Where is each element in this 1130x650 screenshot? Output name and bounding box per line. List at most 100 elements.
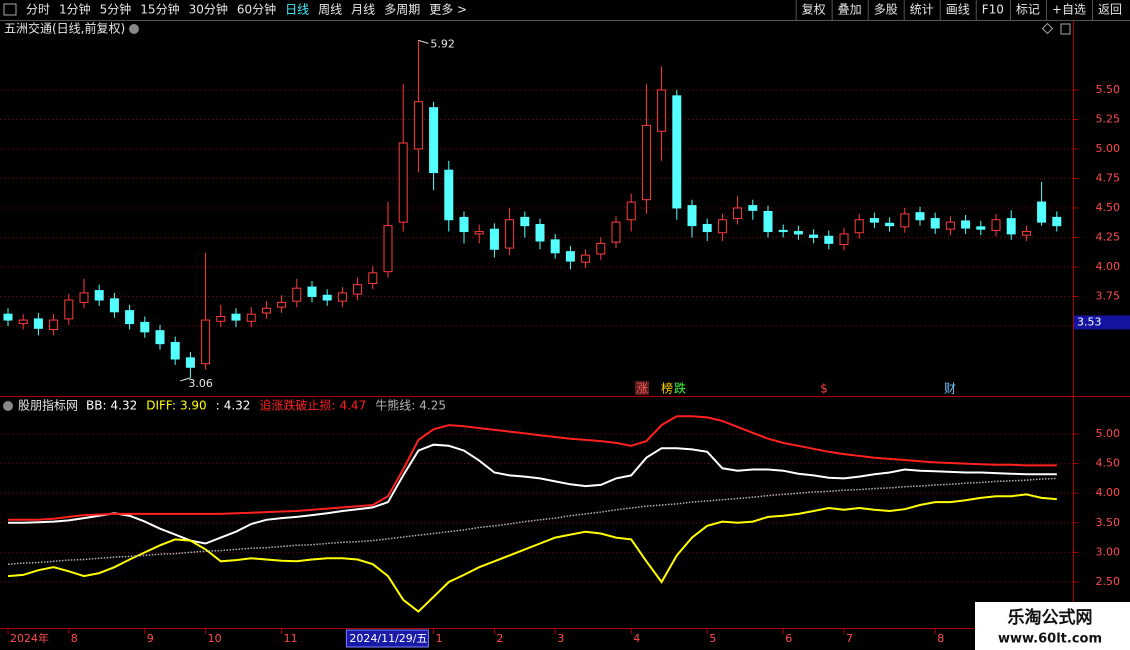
menu-icon[interactable] [3, 3, 17, 16]
candle-body [550, 239, 560, 254]
y-tick-label: 3.00 [1096, 545, 1121, 558]
x-tick-label: 7 [846, 632, 853, 645]
toolbar-tab[interactable]: 30分钟 [189, 2, 228, 17]
candle-body [854, 219, 864, 234]
toolbar-button[interactable]: F10 [982, 3, 1004, 17]
toolbar-tab[interactable]: 周线 [318, 3, 342, 17]
indicator-title: 股朋指标网 [18, 398, 78, 413]
cursor-date-box [345, 629, 429, 648]
y-tick-label: 5.00 [1096, 427, 1121, 440]
candle-body [368, 272, 378, 284]
y-tick-label: 2.50 [1096, 575, 1121, 588]
candle-body [596, 242, 606, 255]
x-tick-label: 10 [208, 632, 222, 645]
toolbar-tab[interactable]: 5分钟 [100, 2, 132, 17]
y-tick-label: 4.75 [1096, 171, 1121, 184]
indicator-menu-icon[interactable] [3, 401, 13, 411]
candle-body [489, 228, 499, 250]
event-badge[interactable]: $ [820, 382, 828, 396]
indicator-line [8, 415, 1057, 521]
candle-body [216, 316, 226, 322]
x-tick-label: 5 [709, 632, 716, 645]
candle-body [170, 341, 180, 360]
candle-body [459, 216, 469, 233]
candle-body [945, 221, 955, 230]
high-pointer [418, 39, 429, 44]
candle-body [33, 318, 43, 329]
candle-body [672, 95, 682, 209]
event-badge[interactable]: 财 [944, 382, 956, 396]
candle-body [687, 205, 697, 227]
x-tick-label: 9 [147, 632, 154, 645]
toolbar-tab[interactable]: 分时 [26, 3, 50, 17]
candle-body [185, 357, 195, 368]
candle-body [261, 307, 271, 314]
candle-body [94, 290, 104, 301]
y-tick-label: 4.00 [1096, 260, 1121, 273]
indicator-line [7, 477, 1057, 565]
candle-body [398, 142, 408, 223]
toolbar-tab[interactable]: 月线 [351, 3, 375, 17]
toolbar-tab[interactable]: 多周期 [384, 3, 420, 17]
indicator-line [8, 443, 1057, 545]
toolbar-button[interactable]: 画线 [946, 3, 970, 17]
toolbar-button[interactable]: 标记 [1016, 3, 1040, 17]
candle-body [413, 101, 423, 150]
low-pointer [180, 377, 191, 382]
candle-body [778, 229, 788, 233]
title-menu-icon[interactable] [129, 24, 139, 34]
candle-body [565, 251, 575, 262]
toolbar-button[interactable]: 统计 [910, 3, 934, 17]
toolbar-tab[interactable]: 1分钟 [59, 2, 91, 17]
y-tick-label: 3.75 [1096, 289, 1121, 302]
candle-body [535, 223, 545, 242]
toolbar-button[interactable]: 返回 [1098, 3, 1122, 17]
candle-body [231, 313, 241, 321]
diamond-icon[interactable] [1041, 22, 1054, 35]
toolbar-tab[interactable]: 日线 [285, 3, 309, 17]
x-tick-label: 8 [71, 632, 78, 645]
candle-body [611, 221, 621, 243]
candle-body [1006, 218, 1016, 235]
legend-name: BB: [86, 399, 107, 413]
candle-body [505, 219, 515, 249]
candle-body [1037, 201, 1047, 223]
toolbar-button[interactable]: 多股 [874, 3, 898, 17]
legend-value: 4.25 [419, 399, 446, 413]
x-tick-label: 2 [496, 632, 503, 645]
toolbar-tab[interactable]: 更多 > [429, 3, 467, 17]
candle-body [18, 319, 28, 325]
toolbar-button[interactable]: 复权 [802, 3, 826, 17]
y-tick-label: 4.50 [1096, 457, 1121, 470]
toolbar-tab[interactable]: 15分钟 [140, 2, 179, 17]
candle-body [961, 220, 971, 229]
candle-body [991, 219, 1001, 231]
candle-body [793, 231, 803, 235]
candle-body [930, 218, 940, 229]
candle-body [976, 226, 986, 230]
candle-body [383, 225, 393, 273]
toolbar-button[interactable]: 叠加 [838, 3, 862, 17]
candle-body [307, 286, 317, 297]
event-badge[interactable]: 榜 [661, 381, 673, 396]
candle-body [292, 287, 302, 302]
y-tick-label: 4.25 [1096, 230, 1121, 243]
y-tick-label: 5.50 [1096, 83, 1121, 96]
last-price-label: 3.53 [1077, 315, 1102, 328]
candle-body [520, 216, 530, 227]
watermark-url: www.60lt.com [998, 632, 1102, 647]
event-badge[interactable]: 跌 [674, 381, 686, 396]
candle-body [869, 218, 879, 223]
watermark-title: 乐淘公式网 [1008, 607, 1093, 628]
y-tick-label: 4.50 [1096, 201, 1121, 214]
toolbar-button[interactable]: +自选 [1052, 3, 1086, 17]
toolbar-tab[interactable]: 60分钟 [237, 2, 276, 17]
high-label: 5.92 [430, 37, 455, 50]
panel-icon[interactable] [1060, 23, 1071, 35]
event-badge[interactable]: 涨 [636, 381, 648, 396]
legend-name: 追涨跌破止损: [259, 398, 335, 413]
candle-body [748, 205, 758, 211]
indicator-line [7, 493, 1057, 613]
y-tick-label: 5.00 [1096, 142, 1121, 155]
candle-body [900, 213, 910, 228]
